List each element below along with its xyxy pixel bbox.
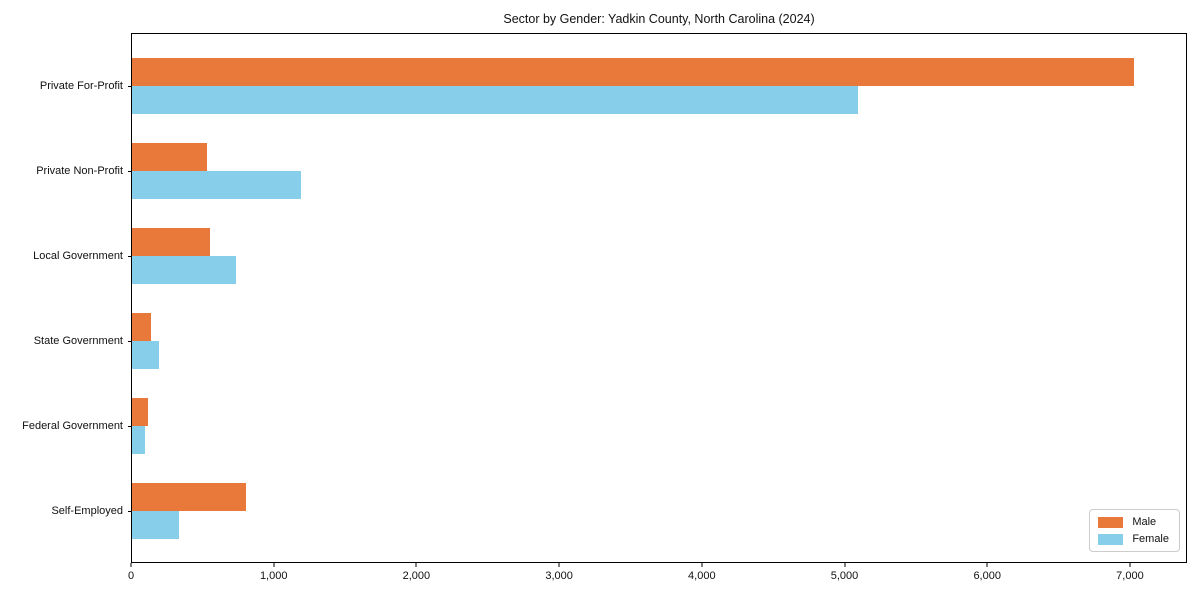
bar-female xyxy=(132,510,179,539)
x-axis-tick xyxy=(558,563,560,567)
legend-item-male: Male xyxy=(1098,516,1169,528)
y-axis-tick xyxy=(128,510,132,512)
legend-label-male: Male xyxy=(1132,516,1157,528)
legend: Male Female xyxy=(1089,509,1180,552)
bar-group xyxy=(132,312,1186,369)
category-row: Federal Government xyxy=(22,383,1186,468)
legend-swatch-male xyxy=(1098,516,1124,528)
x-axis-tick-label: 1,000 xyxy=(259,570,288,582)
x-axis-tick xyxy=(986,563,988,567)
y-axis-category-label: Private Non-Profit xyxy=(36,164,123,177)
y-axis-tick xyxy=(128,170,132,172)
bar-male xyxy=(132,227,210,256)
y-axis-category-label: Private For-Profit xyxy=(39,79,123,92)
x-axis-tick xyxy=(701,563,703,567)
bar-male xyxy=(132,57,1135,86)
x-axis-tick xyxy=(130,563,132,567)
bar-female xyxy=(132,340,160,369)
y-axis-category-label: Self-Employed xyxy=(51,504,123,517)
legend-item-female: Female xyxy=(1098,533,1169,545)
x-axis-tick-label: 3,000 xyxy=(545,570,573,582)
category-row: State Government xyxy=(34,298,1186,383)
bar-female xyxy=(132,170,301,199)
x-axis-tick xyxy=(844,563,846,567)
x-axis-tick-label: 0 xyxy=(127,570,135,582)
y-axis-category-label: State Government xyxy=(33,334,123,347)
x-axis: 0 1,000 2,000 3,000 4,000 5,000 6,000 7,000 xyxy=(127,563,1187,593)
y-axis-category-label: Federal Government xyxy=(22,419,123,432)
bar-group xyxy=(132,142,1186,199)
y-axis-tick xyxy=(128,340,132,342)
x-axis-tick xyxy=(1129,563,1131,567)
bar-female xyxy=(132,255,236,284)
chart-title: Sector by Gender: Yadkin County, North C… xyxy=(503,12,815,26)
x-axis-tick-label: 7,000 xyxy=(1116,570,1144,582)
x-axis-tick-label: 5,000 xyxy=(830,570,859,582)
category-row: Local Government xyxy=(33,213,1186,298)
bar-male xyxy=(132,142,208,171)
category-row: Private For-Profit xyxy=(40,43,1186,128)
plot-area: Private For-Profit Private Non-Profit Loca… xyxy=(22,33,1187,563)
bar-female xyxy=(132,85,858,114)
x-axis-tick-label: 6,000 xyxy=(973,570,1001,582)
legend-label-female: Female xyxy=(1132,533,1169,545)
bar-group xyxy=(132,482,1186,539)
y-axis-tick xyxy=(128,425,132,427)
y-axis-tick xyxy=(128,85,132,87)
legend-swatch-female xyxy=(1098,533,1124,545)
category-row: Self-Employed xyxy=(51,468,1186,553)
bar-group xyxy=(132,397,1186,454)
x-axis-tick-label: 2,000 xyxy=(402,570,431,582)
category-row: Private Non-Profit xyxy=(36,128,1186,213)
bar-male xyxy=(132,482,246,511)
plot-rows: Private For-Profit Private Non-Profit Loca… xyxy=(22,34,1186,562)
x-axis-tick-label: 4,000 xyxy=(688,570,716,582)
x-axis-tick xyxy=(415,563,417,567)
bar-male xyxy=(132,397,149,426)
bar-male xyxy=(132,312,152,341)
bar-group xyxy=(132,227,1186,284)
bar-group xyxy=(132,57,1186,114)
y-axis-tick xyxy=(128,255,132,257)
bar-female xyxy=(132,425,146,454)
x-axis-tick xyxy=(273,563,275,567)
y-axis-category-label: Local Government xyxy=(33,249,123,262)
